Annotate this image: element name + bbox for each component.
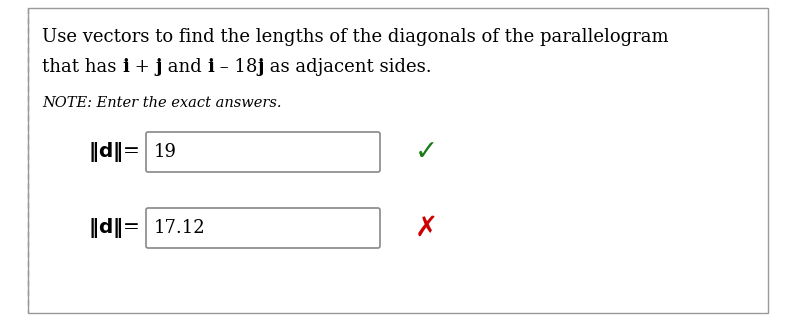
Text: $\mathbf{\|d\|}$=: $\mathbf{\|d\|}$= (88, 140, 139, 164)
Text: ✗: ✗ (415, 214, 438, 242)
Text: j: j (258, 58, 264, 76)
Text: that has: that has (42, 58, 122, 76)
Text: NOTE: Enter the exact answers.: NOTE: Enter the exact answers. (42, 96, 282, 110)
Text: +: + (129, 58, 155, 76)
FancyBboxPatch shape (146, 132, 380, 172)
Text: and: and (162, 58, 207, 76)
Text: $\mathbf{\|d\|}$=: $\mathbf{\|d\|}$= (88, 216, 139, 240)
Text: i: i (207, 58, 214, 76)
Text: – 18: – 18 (214, 58, 258, 76)
FancyBboxPatch shape (146, 208, 380, 248)
Text: 17.12: 17.12 (154, 219, 206, 237)
Text: ✓: ✓ (415, 138, 438, 166)
Text: i: i (122, 58, 129, 76)
Text: Use vectors to find the lengths of the diagonals of the parallelogram: Use vectors to find the lengths of the d… (42, 28, 669, 46)
Text: as adjacent sides.: as adjacent sides. (264, 58, 432, 76)
Text: j: j (155, 58, 162, 76)
Text: 19: 19 (154, 143, 177, 161)
